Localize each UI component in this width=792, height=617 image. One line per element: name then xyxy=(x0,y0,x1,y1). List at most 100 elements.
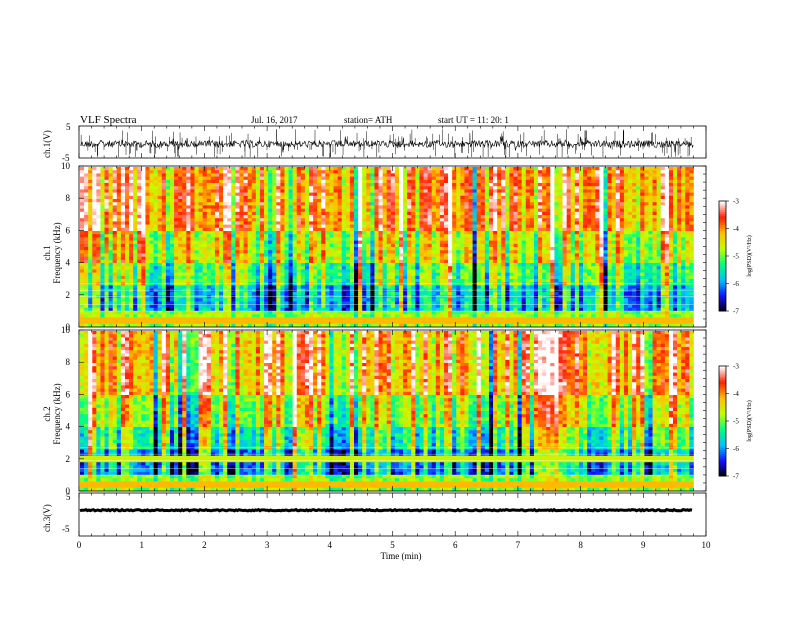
spectrogram-cell xyxy=(223,221,227,225)
spectrogram-cell xyxy=(350,173,354,177)
spectrogram-cell xyxy=(448,180,452,184)
spectrogram-cell xyxy=(240,196,244,200)
spectrogram-cell xyxy=(260,263,264,267)
spectrogram-cell xyxy=(105,311,109,315)
spectrogram-cell xyxy=(350,199,354,203)
spectrogram-cell xyxy=(133,189,137,193)
spectrogram-cell xyxy=(125,257,129,261)
spectrogram-cell xyxy=(284,266,288,270)
spectrogram-cell xyxy=(383,231,387,235)
spectrogram-cell xyxy=(325,260,329,264)
spectrogram-cell xyxy=(96,305,100,309)
spectrogram-cell xyxy=(444,276,448,280)
spectrogram-cell xyxy=(182,244,186,248)
spectrogram-cell xyxy=(395,234,399,238)
spectrogram-cell xyxy=(129,244,133,248)
spectrogram-cell xyxy=(203,273,207,277)
spectrogram-cell xyxy=(383,212,387,216)
spectrogram-cell xyxy=(346,170,350,174)
spectrogram-cell xyxy=(432,273,436,277)
spectrogram-cell xyxy=(362,298,366,302)
spectrogram-cell xyxy=(248,199,252,203)
spectrogram-cell xyxy=(170,321,174,325)
spectrogram-cell xyxy=(338,231,342,235)
spectrogram-cell xyxy=(325,305,329,309)
spectrogram-cell xyxy=(383,317,387,321)
spectrogram-cell xyxy=(276,257,280,261)
spectrogram-cell xyxy=(448,209,452,213)
spectrogram-cell xyxy=(301,202,305,206)
spectrogram-cell xyxy=(150,260,154,264)
spectrogram-cell xyxy=(170,247,174,251)
spectrogram-cell xyxy=(289,225,293,229)
spectrogram-cell xyxy=(260,183,264,187)
spectrogram-cell xyxy=(325,321,329,325)
spectrogram-cell xyxy=(190,279,194,283)
spectrogram-cell xyxy=(325,167,329,171)
spectrogram-cell xyxy=(301,269,305,273)
spectrogram-cell xyxy=(325,285,329,289)
spectrogram-cell xyxy=(186,196,190,200)
spectrogram-cell xyxy=(199,189,203,193)
spectrogram-cell xyxy=(460,276,464,280)
spectrogram-cell xyxy=(391,276,395,280)
spectrogram-cell xyxy=(424,269,428,273)
spectrogram-cell xyxy=(129,212,133,216)
spectrogram-cell xyxy=(452,285,456,289)
spectrogram-cell xyxy=(366,199,370,203)
spectrogram-cell xyxy=(305,317,309,321)
spectrogram-cell xyxy=(407,231,411,235)
spectrogram-cell xyxy=(100,170,104,174)
spectrogram-cell xyxy=(338,234,342,238)
spectrogram-cell xyxy=(150,202,154,206)
spectrogram-cell xyxy=(219,276,223,280)
spectrogram-cell xyxy=(370,177,374,181)
spectrogram-cell xyxy=(92,292,96,296)
spectrogram-cell xyxy=(391,218,395,222)
spectrogram-cell xyxy=(448,317,452,321)
spectrogram-cell xyxy=(252,199,256,203)
spectrogram-cell xyxy=(366,244,370,248)
spectrogram-cell xyxy=(440,180,444,184)
spectrogram-cell xyxy=(370,263,374,267)
spectrogram-cell xyxy=(240,237,244,241)
spectrogram-cell xyxy=(289,321,293,325)
spectrogram-cell xyxy=(162,212,166,216)
spectrogram-cell xyxy=(403,279,407,283)
spectrogram-cell xyxy=(387,234,391,238)
spectrogram-cell xyxy=(452,234,456,238)
spectrogram-cell xyxy=(170,180,174,184)
spectrogram-cell xyxy=(80,305,84,309)
spectrogram-cell xyxy=(162,183,166,187)
spectrogram-cell xyxy=(346,279,350,283)
spectrogram-cell xyxy=(440,221,444,225)
spectrogram-cell xyxy=(415,317,419,321)
spectrogram-cell xyxy=(203,237,207,241)
spectrogram-cell xyxy=(358,202,362,206)
spectrogram-cell xyxy=(325,314,329,318)
spectrogram-cell xyxy=(215,209,219,213)
spectrogram-cell xyxy=(301,193,305,197)
spectrogram-cell xyxy=(444,317,448,321)
spectrogram-cell xyxy=(395,189,399,193)
spectrogram-cell xyxy=(305,276,309,280)
spectrogram-cell xyxy=(207,298,211,302)
spectrogram-cell xyxy=(248,279,252,283)
spectrogram-cell xyxy=(137,263,141,267)
spectrogram-cell xyxy=(317,170,321,174)
spectrogram-cell xyxy=(432,298,436,302)
spectrogram-cell xyxy=(170,212,174,216)
spectrogram-cell xyxy=(100,305,104,309)
spectrogram-cell xyxy=(174,279,178,283)
spectrogram-cell xyxy=(305,305,309,309)
spectrogram-cell xyxy=(105,177,109,181)
spectrogram-cell xyxy=(88,180,92,184)
spectrogram-cell xyxy=(350,231,354,235)
spectrogram-cell xyxy=(268,298,272,302)
spectrogram-cell xyxy=(190,250,194,254)
spectrogram-cell xyxy=(207,321,211,325)
spectrogram-cell xyxy=(399,263,403,267)
spectrogram-cell xyxy=(329,199,333,203)
spectrogram-cell xyxy=(342,215,346,219)
spectrogram-cell xyxy=(362,202,366,206)
